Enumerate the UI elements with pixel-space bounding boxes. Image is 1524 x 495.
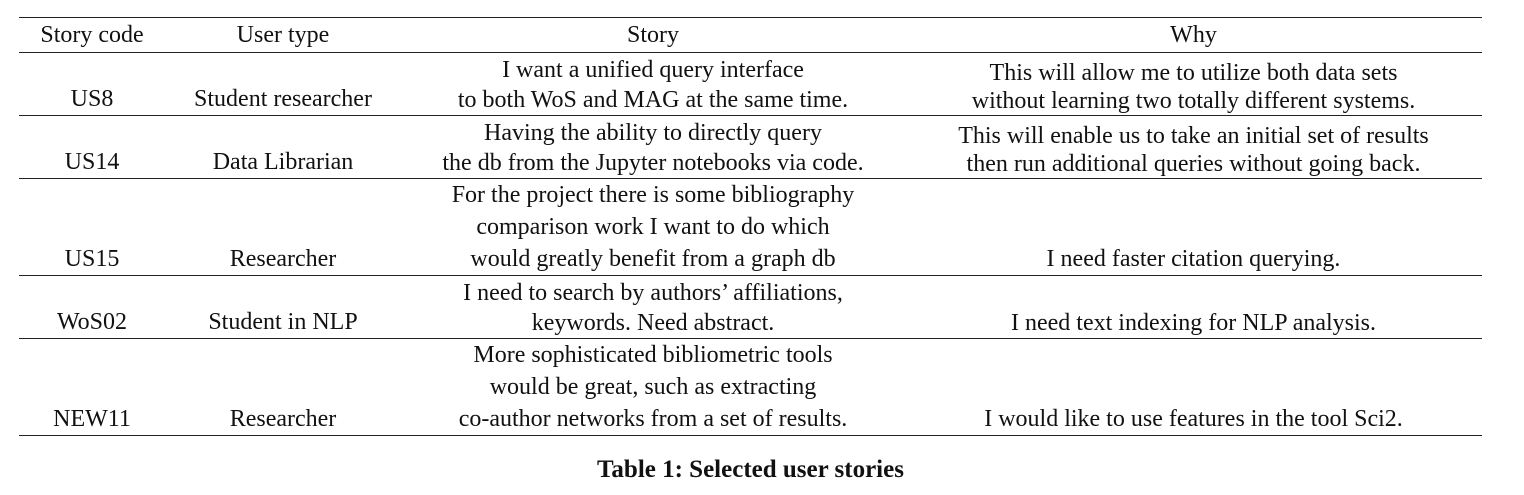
why-line: This will allow me to utilize both data … bbox=[989, 60, 1398, 86]
story-cell: I want a unified query interface to both… bbox=[401, 53, 905, 116]
why-line: without learning two totally different s… bbox=[971, 88, 1416, 114]
story-code-cell: US15 bbox=[64, 246, 120, 272]
story-line: I want a unified query interface bbox=[502, 57, 804, 83]
story-line: More sophisticated bibliometric tools bbox=[473, 342, 833, 368]
user-type-cell: Researcher bbox=[229, 246, 337, 272]
header-story: Story bbox=[626, 22, 679, 48]
why-cell: I need text indexing for NLP analysis. bbox=[905, 276, 1482, 339]
story-cell: Having the ability to directly query the… bbox=[401, 116, 905, 179]
table-caption: Table 1: Selected user stories bbox=[597, 456, 904, 483]
header-story-code: Story code bbox=[40, 22, 144, 48]
story-line: For the project there is some bibliograp… bbox=[451, 182, 855, 208]
why-cell: I need faster citation querying. bbox=[905, 179, 1482, 276]
why-line: I would like to use features in the tool… bbox=[984, 406, 1403, 432]
table-body: US8 Student researcher I want a unified … bbox=[19, 53, 1482, 436]
story-line: the db from the Jupyter notebooks via co… bbox=[442, 150, 864, 176]
story-cell: I need to search by authors’ affiliation… bbox=[401, 276, 905, 339]
table-header: Story code User type Story Why bbox=[19, 17, 1482, 53]
story-line: would be great, such as extracting bbox=[489, 374, 817, 400]
story-cell: More sophisticated bibliometric tools wo… bbox=[401, 339, 905, 436]
user-stories-table-container: Story code User type Story Why US8 Stude… bbox=[19, 17, 1482, 483]
table-row: US15 Researcher For the project there is… bbox=[19, 179, 1482, 276]
why-line: I need text indexing for NLP analysis. bbox=[1010, 310, 1377, 336]
header-why: Why bbox=[1170, 22, 1217, 48]
story-line: co-author networks from a set of results… bbox=[458, 406, 848, 432]
user-stories-table: Story code User type Story Why US8 Stude… bbox=[19, 17, 1482, 436]
why-cell: I would like to use features in the tool… bbox=[905, 339, 1482, 436]
story-line: I need to search by authors’ affiliation… bbox=[463, 280, 843, 306]
why-line: then run additional queries without goin… bbox=[966, 151, 1421, 177]
story-cell: For the project there is some bibliograp… bbox=[401, 179, 905, 276]
table-row: NEW11 Researcher More sophisticated bibl… bbox=[19, 339, 1482, 436]
table-row: US14 Data Librarian Having the ability t… bbox=[19, 116, 1482, 179]
story-code-cell: WoS02 bbox=[56, 309, 128, 335]
story-line: to both WoS and MAG at the same time. bbox=[457, 87, 849, 113]
why-cell: This will enable us to take an initial s… bbox=[905, 116, 1482, 179]
story-line: would greatly benefit from a graph db bbox=[470, 246, 836, 272]
user-type-cell: Data Librarian bbox=[212, 149, 354, 175]
header-user-type: User type bbox=[236, 22, 330, 48]
header-row: Story code User type Story Why bbox=[19, 17, 1482, 53]
story-line: keywords. Need abstract. bbox=[531, 310, 775, 336]
story-code-cell: NEW11 bbox=[53, 406, 131, 432]
user-type-cell: Student in NLP bbox=[208, 309, 358, 335]
story-code-cell: US14 bbox=[64, 149, 120, 175]
user-type-cell: Student researcher bbox=[194, 86, 372, 112]
table-row: WoS02 Student in NLP I need to search by… bbox=[19, 276, 1482, 339]
why-cell: This will allow me to utilize both data … bbox=[905, 53, 1482, 116]
table-row: US8 Student researcher I want a unified … bbox=[19, 53, 1482, 116]
why-line: This will enable us to take an initial s… bbox=[958, 123, 1429, 149]
why-line: I need faster citation querying. bbox=[1046, 246, 1341, 272]
story-line: comparison work I want to do which bbox=[476, 214, 830, 240]
user-type-cell: Researcher bbox=[229, 406, 337, 432]
story-line: Having the ability to directly query bbox=[484, 120, 822, 146]
story-code-cell: US8 bbox=[70, 86, 114, 112]
